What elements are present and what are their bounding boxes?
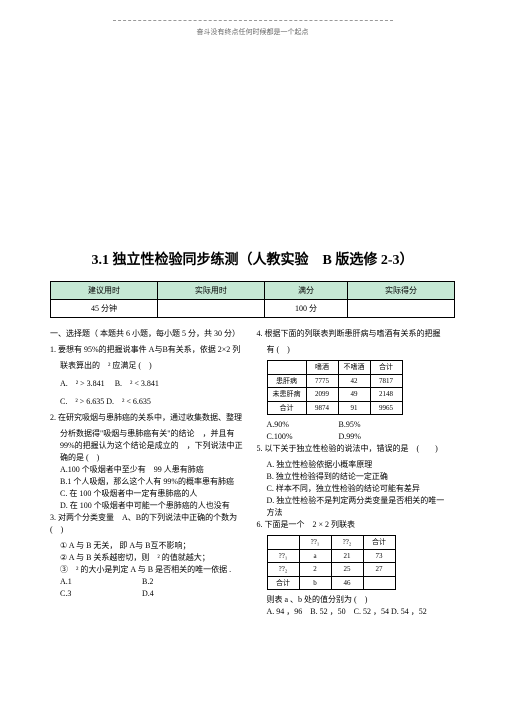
right-column: 4. 根据下面的列联表判断患肝病与嗜酒有关系的把握 有 ( ) 嗜酒不嗜酒合计 …: [257, 328, 456, 618]
cell: [363, 576, 395, 590]
q3-d: D.4: [142, 589, 154, 598]
q2-l4: 确的是 ( ): [50, 452, 249, 464]
q3-o1: ① A 与 B 无关， 即 A与 B互不影响；: [50, 540, 249, 552]
q5-a: A. 独立性检验依据小概率原理: [257, 459, 456, 471]
cell: [267, 361, 306, 375]
cell: 未患肝病: [267, 388, 306, 402]
cell: [267, 536, 299, 550]
info-v2: [157, 300, 264, 318]
cell: b: [299, 576, 331, 590]
q4-stem2: 有 ( ): [257, 344, 456, 356]
q5-b: B. 独立性检验得到的结论一定正确: [257, 471, 456, 483]
cell: 不嗜酒: [338, 361, 370, 375]
cell: 合计: [370, 361, 402, 375]
cell: 49: [338, 388, 370, 402]
header-motto: 奋斗没有终点任何时候都是一个起点: [192, 27, 314, 37]
q1-stem: 1. 要想有 95%的把握说事件 A与B有关系，依据 2×2 列: [50, 344, 249, 356]
q2-c: C. 在 100 个吸烟者中一定有患肺癌的人: [50, 488, 249, 500]
q2-d: D. 在 100 个吸烟者中可能一个患肺癌的人也没有: [50, 500, 249, 512]
q2-l2: 分析数据得"吸烟与患肺癌有关"的结论 ，并且有: [50, 428, 249, 440]
cell: 9965: [370, 401, 402, 415]
q2-l3: 99%的把握认为这个结论是成立的 ，下列说法中正: [50, 440, 249, 452]
section1: 一、选择题（ 本题共 6 小题，每小题 5 分，共 30 分）: [50, 328, 249, 340]
q4-c: C.100%: [267, 431, 337, 443]
q5-d2: 方法: [257, 507, 456, 519]
info-h1: 建议用时: [51, 282, 158, 300]
q6-table: ??₁??₂合计 ??₁a2173 ??₂22527 合计b46: [267, 535, 396, 590]
info-h2: 实际用时: [157, 282, 264, 300]
info-table: 建议用时 实际用时 满分 实际得分 45 分钟 100 分: [50, 281, 455, 318]
info-h4: 实际得分: [348, 282, 455, 300]
cell: 9874: [306, 401, 338, 415]
cell: 91: [338, 401, 370, 415]
cell: ??₂: [267, 563, 299, 577]
q5-c: C. 样本不同，独立性检验的结论可能有差异: [257, 483, 456, 495]
q3-stem: 3. 对两个分类变量 A、B的下列说法中正确的个数为( ): [50, 512, 249, 536]
q4-b: B.95%: [339, 420, 361, 429]
q4-stem: 4. 根据下面的列联表判断患肝病与嗜酒有关系的把握: [257, 328, 456, 340]
q3-o2: ② A 与 B 关系越密切，则 ² 的值就越大；: [50, 552, 249, 564]
q1-b: B. ² < 3.841: [115, 379, 159, 388]
cell: 2099: [306, 388, 338, 402]
q1-d: D. ² < 6.635: [106, 397, 151, 406]
cell: 患肝病: [267, 374, 306, 388]
q6-tail: 则表 a 、b 处的值分别为 ( ): [257, 594, 456, 606]
cell: 21: [331, 549, 363, 563]
cell: ??₂: [331, 536, 363, 550]
cell: 合计: [363, 536, 395, 550]
q1-stem2: 联表算出的 ² 应满足 ( ): [50, 360, 249, 372]
q2-stem: 2. 在研究吸烟与患肺癌的关系中，通过收集数据、整理: [50, 412, 249, 424]
q6-stem: 6. 下面是一个 2 × 2 列联表: [257, 519, 456, 531]
q1-a: A. ² > 3.841: [60, 379, 105, 388]
q2-a: A.100 个吸烟者中至少有 99 人患有肺癌: [50, 464, 249, 476]
q3-a: A.1: [60, 576, 140, 588]
q4-d: D.99%: [339, 432, 361, 441]
cell: 2148: [370, 388, 402, 402]
cell: ??₁: [299, 536, 331, 550]
q2-b: B.1 个人吸烟，那么这个人有 99%的概率患有肺癌: [50, 476, 249, 488]
cell: ??₁: [267, 549, 299, 563]
cell: 46: [331, 576, 363, 590]
cell: 73: [363, 549, 395, 563]
cell: 7817: [370, 374, 402, 388]
cell: 42: [338, 374, 370, 388]
title-text: 独立性检验同步练测（人教实验 B 版选修 2-3）: [113, 253, 414, 268]
q4-table: 嗜酒不嗜酒合计 患肝病7775427817 未患肝病2099492148 合计9…: [267, 360, 403, 415]
q5-stem: 5. 以下关于独立性检验的说法中，错误的是 ( ): [257, 443, 456, 455]
info-v1: 45 分钟: [51, 300, 158, 318]
title-num: 3.1: [92, 253, 110, 268]
q6-opts: A. 94 ，96 B. 52 ，50 C. 52 ，54 D. 54 ，52: [257, 606, 456, 618]
info-v3: 100 分: [264, 300, 347, 318]
cell: 嗜酒: [306, 361, 338, 375]
page-title: 3.1 独立性检验同步练测（人教实验 B 版选修 2-3）: [50, 249, 455, 269]
q1-c: C. ² > 6.635: [60, 397, 104, 406]
cell: 7775: [306, 374, 338, 388]
q3-b: B.2: [142, 577, 153, 586]
cell: 合计: [267, 401, 306, 415]
q4-a: A.90%: [267, 419, 337, 431]
cell: 2: [299, 563, 331, 577]
cell: a: [299, 549, 331, 563]
cell: 合计: [267, 576, 299, 590]
q3-c: C.3: [60, 588, 140, 600]
q5-d: D. 独立性检验不是判定两分类变量是否相关的唯一: [257, 495, 456, 507]
cell: 27: [363, 563, 395, 577]
left-column: 一、选择题（ 本题共 6 小题，每小题 5 分，共 30 分） 1. 要想有 9…: [50, 328, 249, 618]
info-h3: 满分: [264, 282, 347, 300]
cell: 25: [331, 563, 363, 577]
q3-o3: ③ ² 的大小是判定 A 与 B 是否相关的唯一依据 .: [50, 564, 249, 576]
info-v4: [348, 300, 455, 318]
